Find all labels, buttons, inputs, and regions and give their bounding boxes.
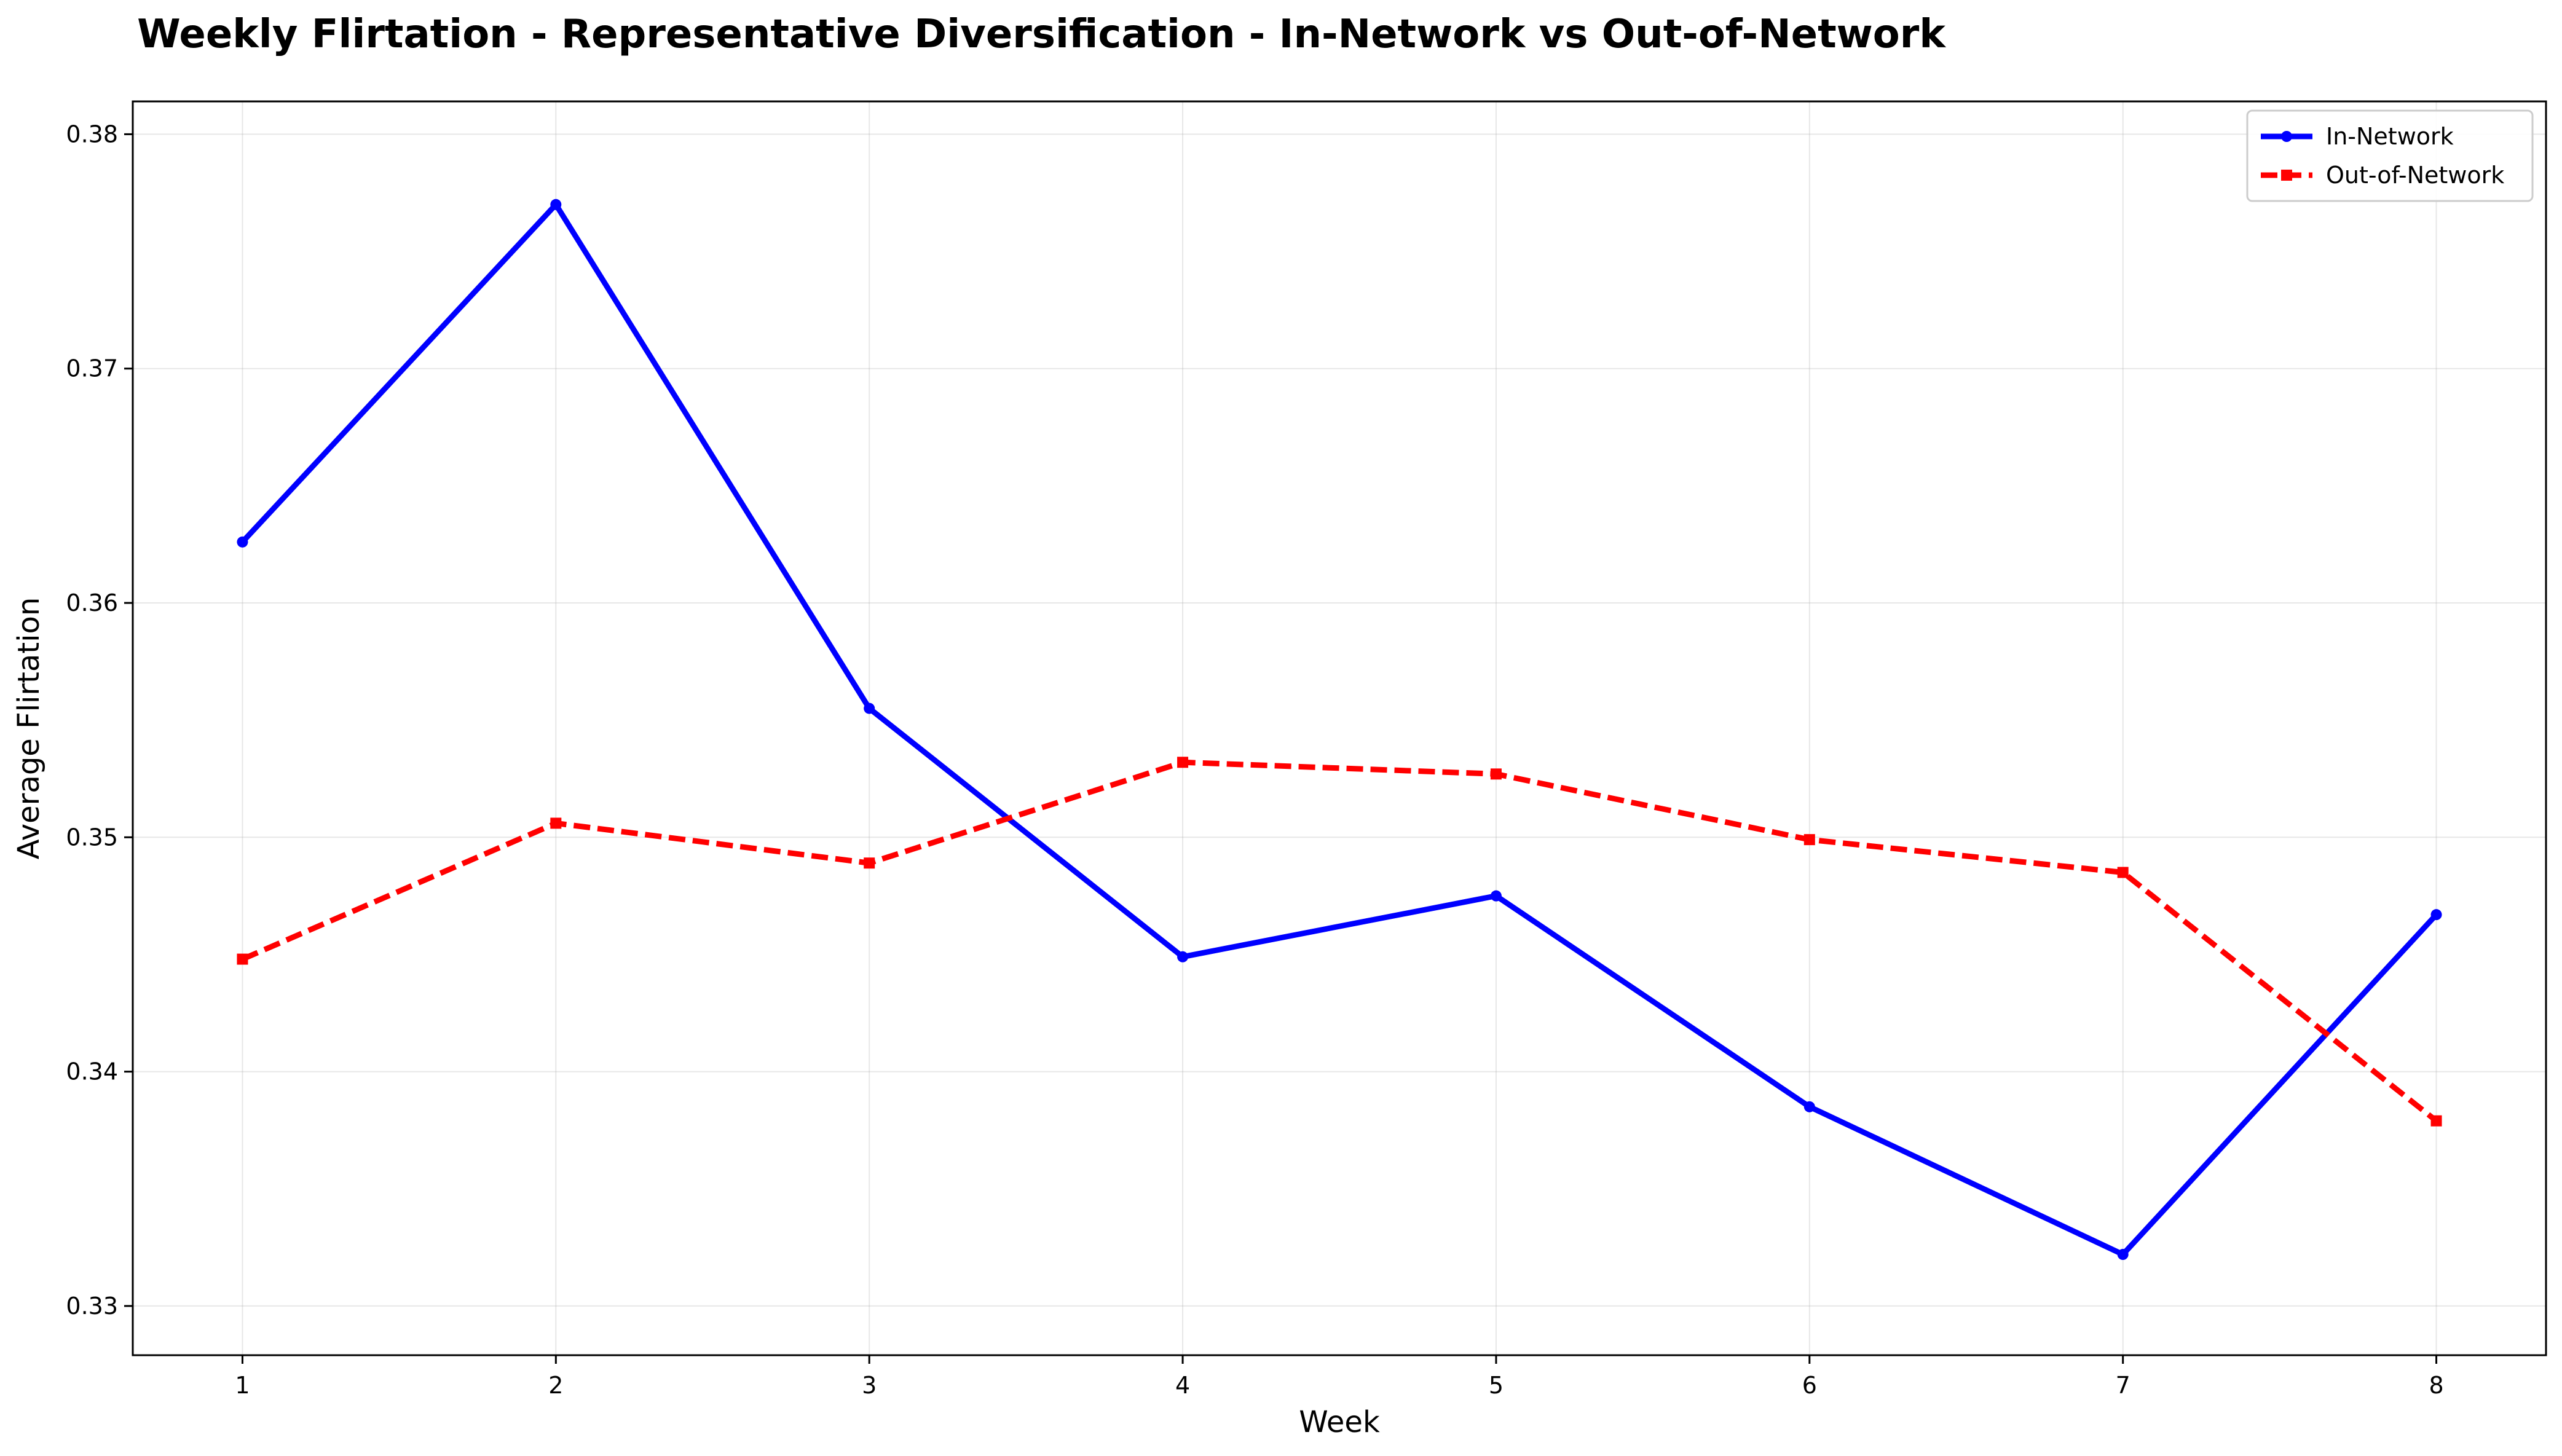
- y-tick-label: 0.37: [66, 355, 118, 382]
- plot-lines: [237, 199, 2442, 1261]
- x-tick-label: 3: [862, 1372, 877, 1399]
- y-tick-label: 0.38: [66, 120, 118, 148]
- x-tick-label: 2: [548, 1372, 563, 1399]
- y-tick-label: 0.36: [66, 589, 118, 616]
- y-tick-label: 0.34: [66, 1058, 118, 1085]
- y-axis-ticks: 0.33 0.34 0.35 0.36 0.37 0.38: [66, 120, 133, 1320]
- x-tick-label: 4: [1175, 1372, 1190, 1399]
- data-point-out-of-network: [1177, 757, 1189, 768]
- x-tick-label: 1: [235, 1372, 250, 1399]
- legend-marker-in-network: [2281, 131, 2292, 142]
- plot-frame: [132, 100, 2547, 1356]
- legend-box: [2246, 109, 2534, 202]
- x-tick-label: 8: [2429, 1372, 2443, 1399]
- data-point-out-of-network: [237, 953, 248, 965]
- data-point-out-of-network: [550, 817, 562, 829]
- data-point-in-network: [237, 536, 248, 548]
- data-point-out-of-network: [864, 857, 875, 869]
- y-tick-label: 0.35: [66, 824, 118, 851]
- y-axis-label: Average Flirtation: [12, 597, 46, 860]
- data-point-in-network: [2430, 909, 2442, 921]
- data-point-out-of-network: [2117, 867, 2129, 878]
- series-line-out-of-network: [241, 759, 2438, 1123]
- data-point-in-network: [1177, 951, 1189, 962]
- y-tick-label: 0.33: [66, 1293, 118, 1320]
- x-tick-label: 7: [2116, 1372, 2130, 1399]
- x-axis-label: Week: [1299, 1405, 1380, 1439]
- data-point-out-of-network: [2430, 1115, 2442, 1127]
- data-point-in-network: [1803, 1101, 1815, 1112]
- series-line-in-network: [240, 202, 2438, 1257]
- chart-title: Weekly Flirtation - Representative Diver…: [137, 12, 1946, 57]
- x-axis-ticks: 1 2 3 4 5 6 7 8: [235, 1355, 2444, 1399]
- data-point-in-network: [2117, 1249, 2129, 1261]
- data-point-out-of-network: [1803, 834, 1815, 846]
- x-tick-label: 5: [1489, 1372, 1504, 1399]
- data-point-in-network: [1490, 890, 1502, 902]
- data-point-out-of-network: [1490, 768, 1502, 780]
- legend: In-Network Out-of-Network: [2246, 109, 2534, 202]
- legend-label-out-of-network: Out-of-Network: [2326, 162, 2504, 189]
- grid: [133, 101, 2546, 1355]
- legend-marker-out-of-network: [2281, 170, 2292, 181]
- data-point-in-network: [550, 199, 562, 210]
- data-point-in-network: [864, 702, 875, 714]
- legend-label-in-network: In-Network: [2326, 123, 2454, 150]
- x-tick-label: 6: [1802, 1372, 1817, 1399]
